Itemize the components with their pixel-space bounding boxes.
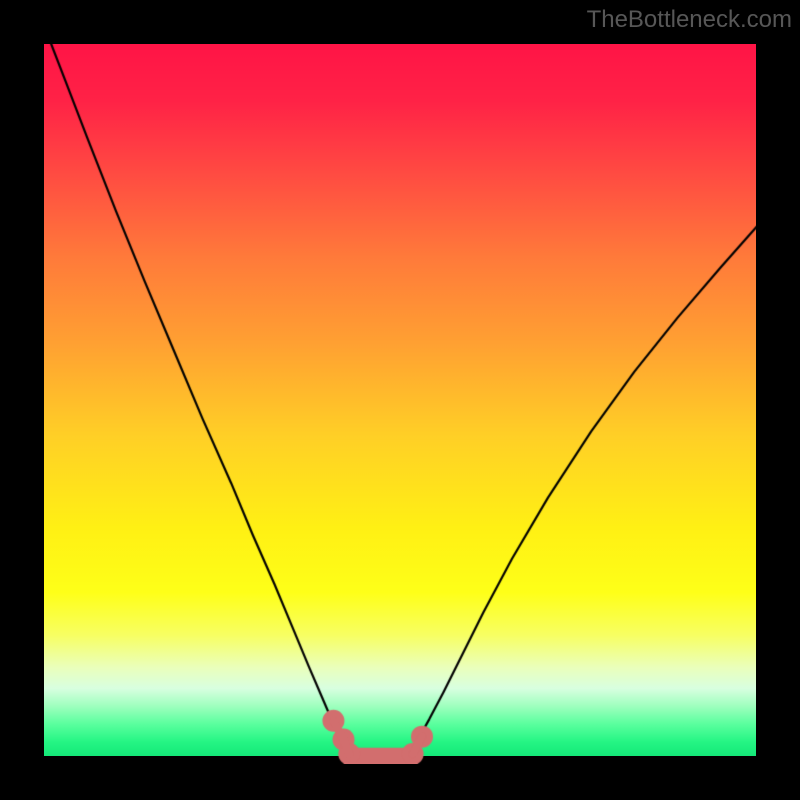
watermark-label: TheBottleneck.com bbox=[587, 6, 792, 34]
bottleneck-curve bbox=[44, 44, 764, 764]
plot-frame bbox=[40, 40, 760, 760]
